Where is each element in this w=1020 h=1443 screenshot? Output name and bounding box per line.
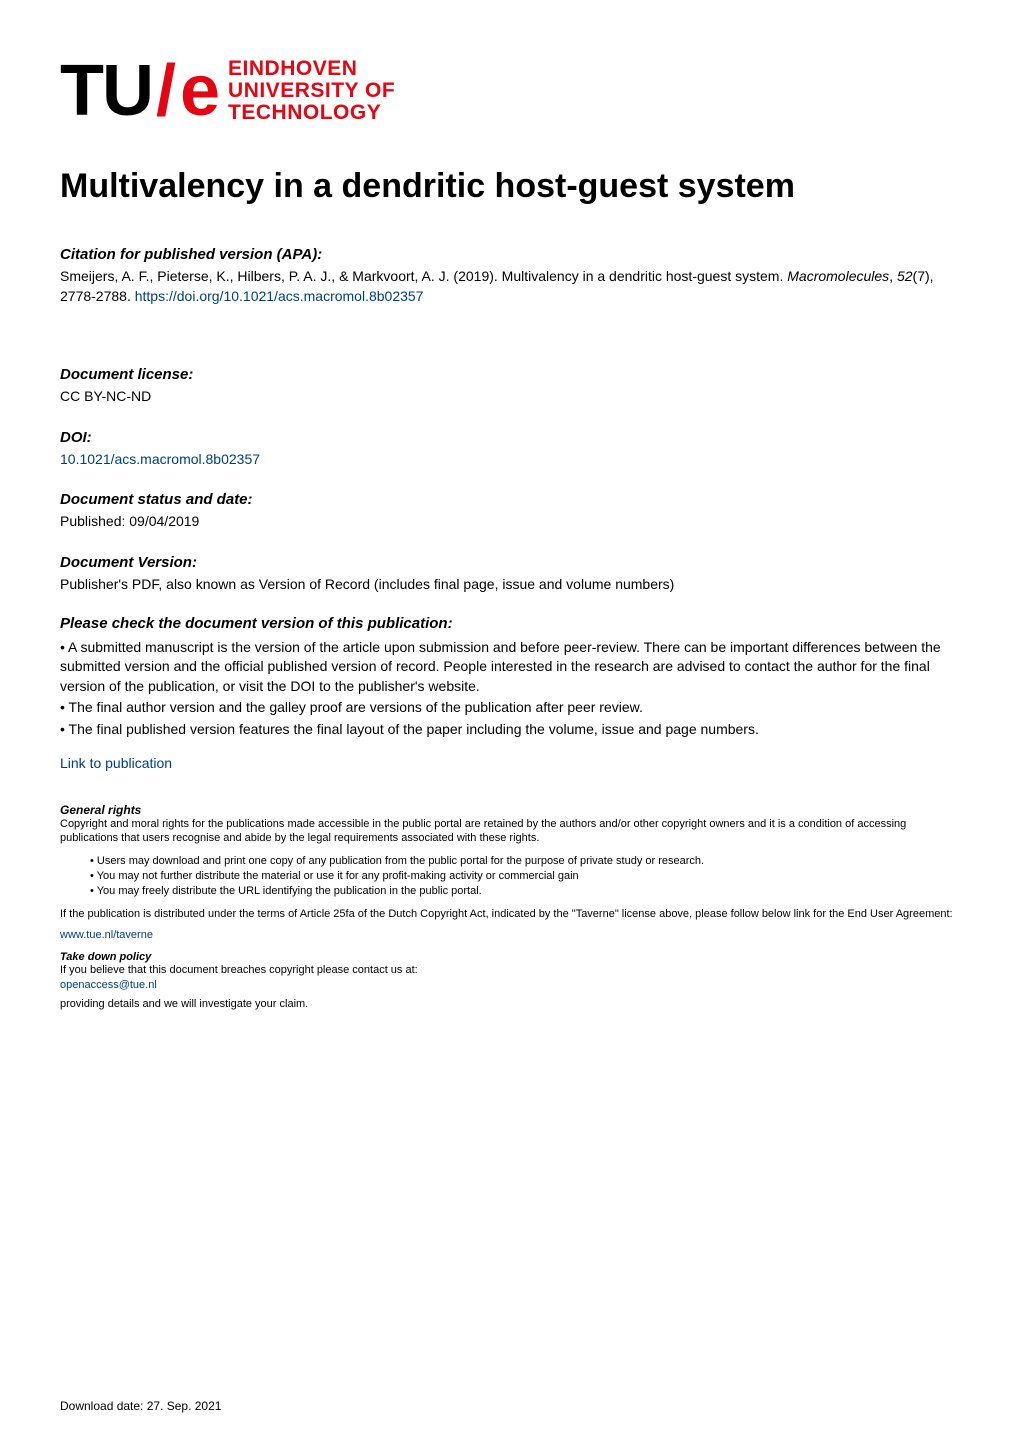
citation-vol: 52 [897, 268, 913, 284]
download-date: Download date: 27. Sep. 2021 [60, 1399, 221, 1413]
logo-tu: TU [60, 50, 152, 132]
general-bullet1: • Users may download and print one copy … [90, 854, 960, 868]
citation-heading: Citation for published version (APA): [60, 246, 960, 263]
license-value: CC BY-NC-ND [60, 387, 960, 407]
logo-e: e [180, 50, 220, 132]
takedown-para1: If you believe that this document breach… [60, 963, 960, 977]
doi-heading: DOI: [60, 429, 960, 446]
citation-pre: Smeijers, A. F., Pieterse, K., Hilbers, … [60, 268, 787, 284]
general-rights-para1: Copyright and moral rights for the publi… [60, 817, 960, 846]
logo-line1: EINDHOVEN [228, 58, 395, 80]
doi-link[interactable]: 10.1021/acs.macromol.8b02357 [60, 450, 960, 470]
general-bullet3: • You may freely distribute the URL iden… [90, 884, 960, 898]
check-para3: • The final published version features t… [60, 720, 960, 740]
check-bullets: • A submitted manuscript is the version … [60, 638, 960, 740]
general-rights-heading: General rights [60, 803, 960, 817]
page-title: Multivalency in a dendritic host-guest s… [60, 167, 960, 206]
citation-journal: Macromolecules [787, 268, 889, 284]
tue-logo: TU / e EINDHOVEN UNIVERSITY OF TECHNOLOG… [60, 50, 960, 132]
general-bullet2: • You may not further distribute the mat… [90, 869, 960, 883]
takedown-email[interactable]: openaccess@tue.nl [60, 979, 960, 991]
status-heading: Document status and date: [60, 491, 960, 508]
publication-link[interactable]: Link to publication [60, 754, 960, 774]
logo-line2: UNIVERSITY OF [228, 80, 395, 102]
logo-line3: TECHNOLOGY [228, 102, 395, 124]
logo-slash: / [156, 50, 176, 132]
general-rights-para2: If the publication is distributed under … [60, 907, 960, 921]
check-para2: • The final author version and the galle… [60, 698, 960, 718]
license-heading: Document license: [60, 366, 960, 383]
general-rights-bullets: • Users may download and print one copy … [90, 854, 960, 899]
takedown-heading: Take down policy [60, 951, 960, 963]
taverne-link[interactable]: www.tue.nl/taverne [60, 929, 960, 941]
version-value: Publisher's PDF, also known as Version o… [60, 575, 960, 595]
citation-text: Smeijers, A. F., Pieterse, K., Hilbers, … [60, 267, 960, 306]
version-heading: Document Version: [60, 554, 960, 571]
takedown-para2: providing details and we will investigat… [60, 997, 960, 1011]
citation-mid: , [889, 268, 897, 284]
logo-right-text: EINDHOVEN UNIVERSITY OF TECHNOLOGY [228, 58, 395, 124]
check-heading: Please check the document version of thi… [60, 615, 960, 632]
status-value: Published: 09/04/2019 [60, 512, 960, 532]
check-para1: • A submitted manuscript is the version … [60, 638, 960, 697]
citation-doi-link[interactable]: https://doi.org/10.1021/acs.macromol.8b0… [135, 288, 424, 304]
